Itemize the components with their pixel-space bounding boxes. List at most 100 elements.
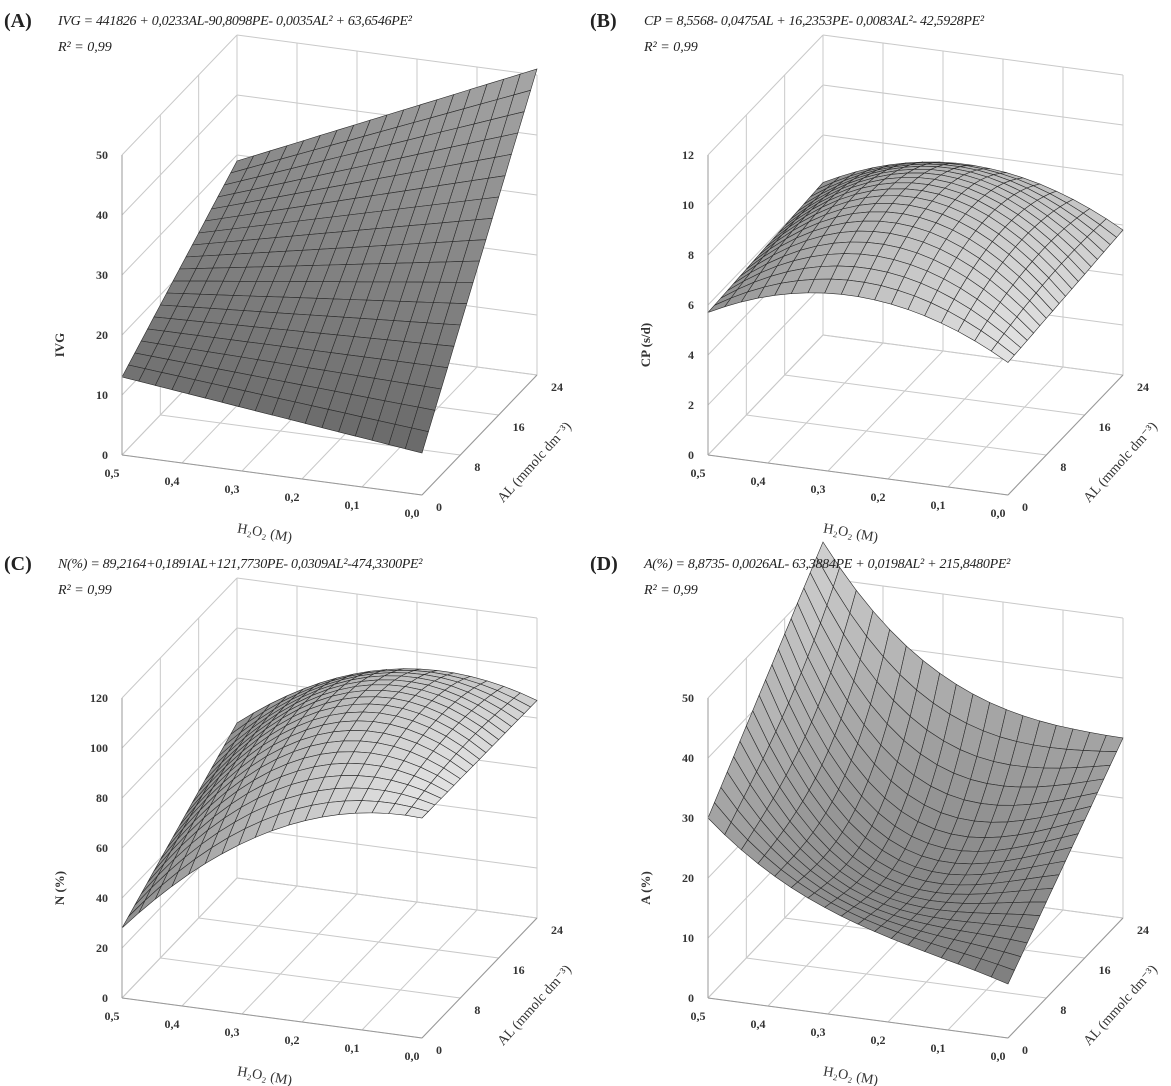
r-squared: R² = 0,99 xyxy=(644,583,698,598)
z-tick-label: 50 xyxy=(682,691,694,705)
gridline xyxy=(361,909,478,1031)
gridline xyxy=(947,366,1064,488)
surface-plot-d: 0 10 20 30 40 50 0,5 0,4 0,3 0,2 0,1 0,0 0 8 16 24 H₂O₂ … xyxy=(638,541,1161,1086)
surface-cell xyxy=(404,806,429,819)
axis-lines xyxy=(121,698,538,1039)
y-tick-label: 0 xyxy=(1022,500,1028,514)
gridline xyxy=(236,34,538,76)
x-tick-label: 0,1 xyxy=(931,1041,946,1055)
y-axis-line xyxy=(1007,374,1124,496)
x-axis-line xyxy=(121,454,423,496)
y-tick-label: 8 xyxy=(1060,460,1066,474)
surface-cell xyxy=(121,900,146,929)
y-axis-label: AL (mmolc dm⁻³) xyxy=(495,419,575,506)
response-surface xyxy=(121,68,538,454)
x-tick-label: 0,4 xyxy=(751,474,766,488)
gridline xyxy=(707,34,824,156)
gridline xyxy=(822,577,1124,619)
x-tick-label: 0,2 xyxy=(871,490,886,504)
z-tick-label: 40 xyxy=(682,751,694,765)
z-tick-label: 6 xyxy=(688,298,694,312)
gridline xyxy=(707,284,824,406)
gridline xyxy=(822,84,1124,126)
gridline xyxy=(707,334,824,456)
z-tick-label: 10 xyxy=(96,388,108,402)
gridline xyxy=(121,677,238,799)
gridline xyxy=(121,627,238,749)
gridline xyxy=(236,627,538,669)
z-tick-label: 0 xyxy=(688,991,694,1005)
regression-equation: N(%) = 89,2164+0,1891AL+121,7730PE- 0,03… xyxy=(58,557,423,572)
z-tick-label: 30 xyxy=(96,268,108,282)
z-tick-label: 10 xyxy=(682,931,694,945)
axis-lines xyxy=(707,698,1124,1039)
x-tick-label: 0,4 xyxy=(751,1017,766,1031)
y-tick-label: 24 xyxy=(1137,380,1149,394)
y-tick-label: 8 xyxy=(474,1003,480,1017)
gridline xyxy=(707,877,824,999)
y-tick-label: 16 xyxy=(513,963,525,977)
z-axis-label: A (%) xyxy=(638,871,653,905)
z-tick-label: 30 xyxy=(682,811,694,825)
axis-lines xyxy=(707,155,1124,496)
surface-cell xyxy=(990,341,1015,363)
x-axis-line xyxy=(121,997,423,1039)
gridline xyxy=(707,134,824,256)
regression-equation: A(%) = 8,8735- 0,0026AL- 63,3884PE + 0,0… xyxy=(644,557,1010,572)
gridline xyxy=(198,917,499,959)
y-tick-label: 0 xyxy=(1022,1043,1028,1057)
regression-equation: CP = 8,5568- 0,0475AL + 16,2353PE- 0,008… xyxy=(644,14,984,29)
x-tick-label: 0,1 xyxy=(931,498,946,512)
z-tick-label: 0 xyxy=(102,448,108,462)
panel-d: 0 10 20 30 40 50 0,5 0,4 0,3 0,2 0,1 0,0 0 8 16 24 H₂O₂ … xyxy=(586,541,1171,1086)
z-axis-label: IVG xyxy=(52,333,67,358)
gridline xyxy=(181,885,298,1007)
y-tick-label: 0 xyxy=(436,1043,442,1057)
x-tick-label: 0,1 xyxy=(345,498,360,512)
panel-label: (C) xyxy=(4,553,32,575)
z-tick-label: 120 xyxy=(90,691,108,705)
z-tick-label: 20 xyxy=(96,328,108,342)
x-tick-label: 0,1 xyxy=(345,1041,360,1055)
x-tick-label: 0,3 xyxy=(811,482,826,496)
gridline xyxy=(784,374,1085,416)
x-axis-label: H₂O₂ (M) xyxy=(236,1064,293,1086)
z-tick-label: 40 xyxy=(96,208,108,222)
y-tick-label: 16 xyxy=(1099,420,1111,434)
x-tick-label: 0,5 xyxy=(105,1009,120,1023)
x-tick-label: 0,5 xyxy=(105,466,120,480)
x-axis-line xyxy=(707,454,1009,496)
z-tick-label: 4 xyxy=(688,348,694,362)
z-tick-label: 50 xyxy=(96,148,108,162)
axis-lines xyxy=(121,155,538,496)
y-tick-label: 24 xyxy=(1137,923,1149,937)
gridline xyxy=(746,414,1047,456)
z-axis-label: N (%) xyxy=(52,871,67,905)
r-squared: R² = 0,99 xyxy=(58,583,112,598)
panel-b: 0 2 4 6 8 10 12 0,5 0,4 0,3 0,2 0,1 0,0 0 8 16 24 H₂O₂ (M… xyxy=(586,0,1171,546)
gridline xyxy=(767,342,884,464)
gridline xyxy=(822,34,1124,76)
z-tick-label: 40 xyxy=(96,891,108,905)
panel-label: (B) xyxy=(590,10,617,32)
gridline xyxy=(887,358,1004,480)
y-tick-label: 0 xyxy=(436,500,442,514)
z-tick-label: 100 xyxy=(90,741,108,755)
x-tick-label: 0,0 xyxy=(991,1049,1006,1063)
y-axis-line xyxy=(421,917,538,1039)
response-surface xyxy=(707,541,1124,985)
gridline xyxy=(827,350,944,472)
response-surface xyxy=(707,161,1124,363)
y-tick-label: 24 xyxy=(551,380,563,394)
x-axis-label: H₂O₂ (M) xyxy=(822,1064,879,1086)
gridline xyxy=(822,134,1124,176)
tick-labels: 0 20 40 60 80 100 120 0,5 0,4 0,3 0,2 0,1 0,0 0 8 16 24 xyxy=(90,691,563,1063)
gridline xyxy=(236,877,538,919)
surface-plot-c: 0 20 40 60 80 100 120 0,5 0,4 0,3 0,2 0,1 0,0 0 8 16 24 H… xyxy=(52,577,575,1086)
z-tick-label: 80 xyxy=(96,791,108,805)
x-tick-label: 0,2 xyxy=(285,490,300,504)
x-tick-label: 0,4 xyxy=(165,474,180,488)
